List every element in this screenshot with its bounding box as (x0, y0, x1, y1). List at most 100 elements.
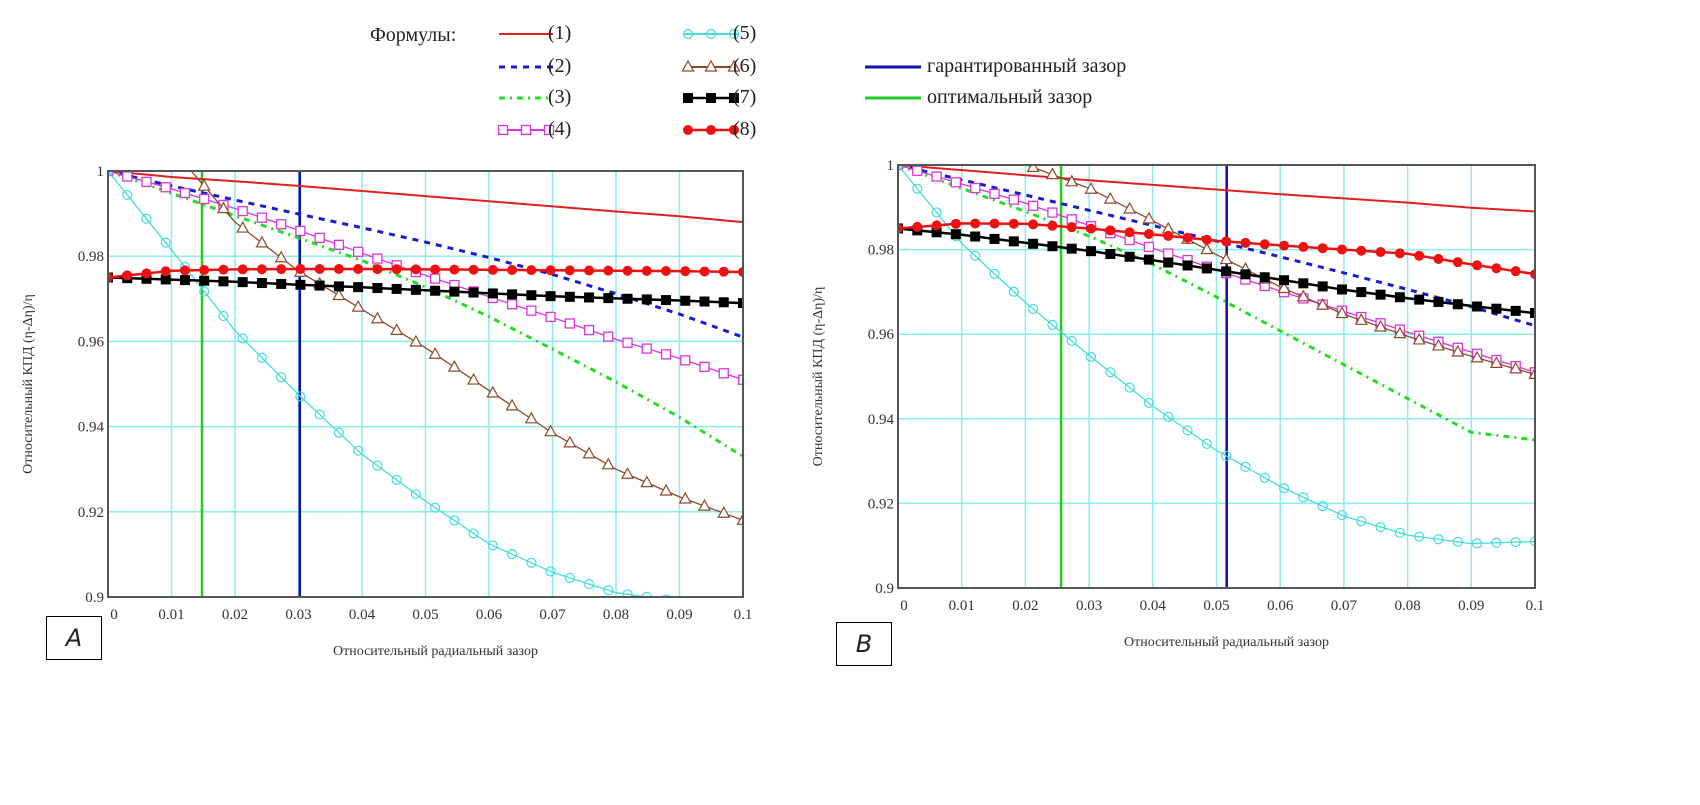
data-point-f7 (1163, 257, 1174, 268)
data-point-f6 (486, 385, 500, 398)
data-point-f5 (391, 474, 402, 485)
data-point-f8 (468, 264, 479, 275)
data-point-f5 (989, 268, 1000, 279)
data-point-f8 (179, 265, 190, 276)
plot-frame (897, 164, 1536, 589)
data-point-f7 (1452, 299, 1463, 310)
x-tick-label: 0.03 (1076, 598, 1102, 614)
data-point-f5 (314, 409, 325, 420)
data-point-f8 (410, 264, 421, 275)
data-point-f8 (641, 265, 652, 276)
data-point-f5 (1201, 438, 1212, 449)
series-f5 (898, 164, 1535, 549)
data-point-f7 (1105, 248, 1116, 259)
data-point-f8 (314, 263, 325, 274)
data-point-f5 (122, 189, 133, 200)
data-point-f8 (1510, 266, 1521, 277)
data-point-f7 (1491, 303, 1502, 314)
data-point-f4 (660, 349, 672, 360)
data-point-f5 (1259, 472, 1270, 483)
data-point-f8 (950, 218, 961, 229)
data-point-f8 (584, 265, 595, 276)
data-point-f5 (1008, 286, 1019, 297)
legend-swatch-f1 (499, 33, 553, 35)
data-point-f6 (1142, 211, 1156, 224)
data-point-f5 (682, 596, 689, 597)
data-point-f6 (1431, 338, 1445, 351)
data-point-f8 (1356, 245, 1367, 256)
legend-label-optimal: оптимальный зазор (927, 86, 1093, 108)
data-point-f5 (1433, 534, 1444, 545)
data-point-f5 (353, 445, 364, 456)
legend-swatch-f4 (497, 124, 555, 136)
data-point-f5 (1375, 521, 1386, 533)
data-point-f8 (372, 264, 383, 275)
data-point-f8 (526, 265, 537, 276)
legend-marker-f4 (520, 124, 532, 136)
data-point-f7 (641, 294, 652, 305)
data-point-f7 (661, 295, 672, 306)
data-point-f7 (950, 229, 961, 240)
y-axis-label: Относительный КПД (η-Δη)/η (811, 287, 826, 467)
data-point-f6 (1451, 344, 1465, 357)
series-f3 (898, 164, 1535, 442)
data-point-f4 (718, 368, 729, 379)
data-point-f8 (1491, 263, 1502, 274)
data-point-f8 (122, 270, 133, 281)
data-point-f5 (487, 540, 498, 551)
legend-marker-f8 (683, 125, 693, 135)
data-point-f5 (1240, 461, 1251, 472)
panel-label-a: A (46, 616, 102, 660)
data-point-f5 (1317, 501, 1328, 512)
data-point-f7 (1240, 269, 1251, 280)
data-point-f6 (621, 466, 635, 479)
data-point-f6 (659, 483, 673, 496)
data-point-f7 (1298, 278, 1309, 289)
data-point-f4 (1027, 200, 1039, 211)
data-point-f5 (1143, 397, 1155, 409)
panel-label-b-text: B (855, 630, 873, 658)
data-point-f4 (122, 171, 133, 182)
data-point-f6 (255, 235, 269, 248)
data-point-f6 (467, 372, 481, 385)
series-line-f8 (898, 222, 1535, 276)
data-point-f5 (449, 515, 460, 526)
data-point-f6 (1374, 319, 1388, 332)
series-line-f1 (108, 170, 743, 224)
data-point-f7 (1336, 284, 1347, 295)
data-point-f8 (1530, 269, 1535, 280)
data-point-f4 (641, 343, 652, 354)
data-point-f5 (410, 488, 421, 500)
data-point-f4 (429, 273, 441, 284)
legend-marker-f8 (729, 125, 739, 135)
data-point-f4 (353, 246, 364, 257)
data-point-f6 (1065, 174, 1079, 187)
data-point-f8 (487, 264, 498, 275)
legend-label-f7: (7) (733, 86, 757, 108)
data-point-f5 (545, 566, 556, 577)
data-point-f7 (1510, 305, 1521, 316)
data-point-f6 (1412, 332, 1426, 345)
x-axis-label: Относительный радиальный зазор (333, 644, 538, 659)
y-axis-label: Относительный КПД (η-Δη)/η (21, 294, 36, 474)
data-point-f8 (1394, 248, 1405, 259)
x-tick-label: 0.04 (349, 607, 376, 623)
series-line-f2 (108, 170, 743, 339)
data-point-f7 (1472, 301, 1483, 312)
data-point-f7 (487, 288, 498, 299)
data-point-f7 (1259, 272, 1270, 283)
data-point-f7 (218, 276, 229, 287)
data-point-f7 (179, 275, 190, 286)
data-point-f6 (717, 505, 731, 518)
data-point-f6 (1103, 191, 1117, 204)
data-point-f7 (1201, 263, 1212, 274)
chart-panel-b: 0 0.01 0.02 0.03 0.04 0.05 0.06 0.07 0.08 0.09 0.1… (811, 158, 1544, 650)
x-tick-label: 0.08 (603, 607, 629, 623)
data-point-f8 (199, 265, 210, 276)
plot-area (108, 170, 743, 597)
series-f6 (190, 170, 743, 525)
data-point-f8 (1008, 218, 1019, 229)
data-point-f8 (1414, 250, 1425, 261)
data-point-f7 (1066, 243, 1077, 254)
